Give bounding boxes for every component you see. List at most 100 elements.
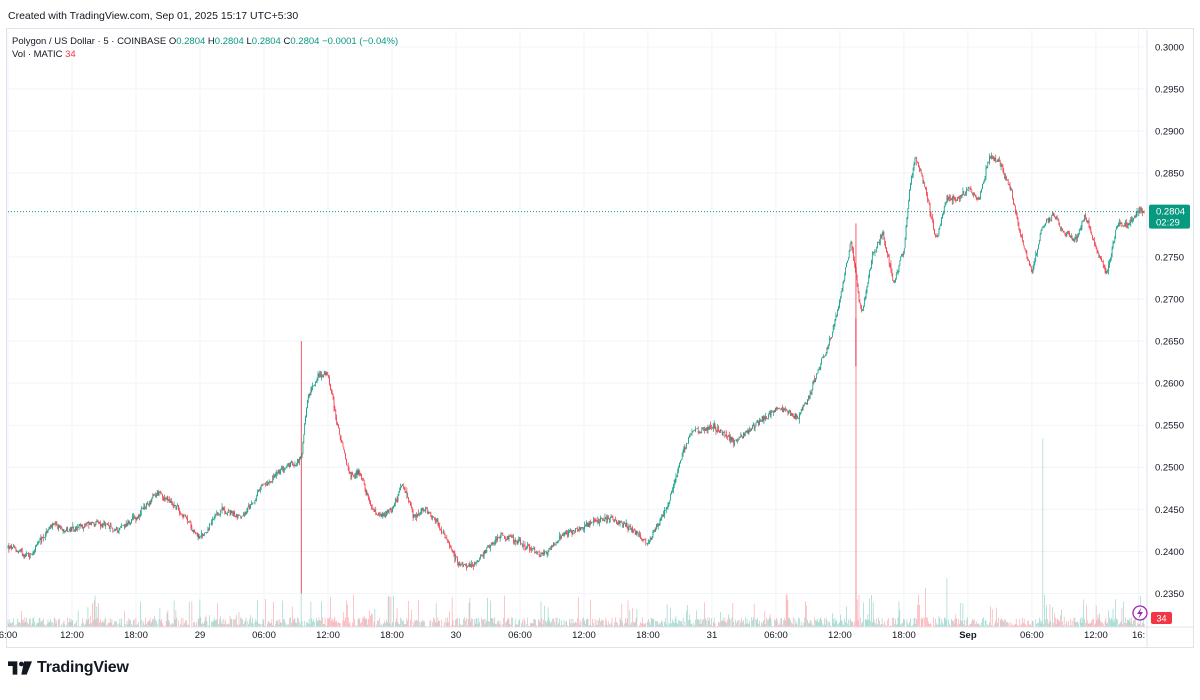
candle-body [922, 176, 924, 183]
volume-bar [176, 617, 178, 627]
candle-body [641, 538, 642, 540]
volume-bar [290, 617, 291, 627]
volume-bar [37, 623, 39, 627]
volume-bar [776, 617, 777, 627]
volume-bar [250, 615, 251, 627]
candle-body [133, 517, 135, 519]
candle-body [967, 187, 969, 190]
candle-body [972, 193, 973, 195]
volume-bar [243, 622, 245, 627]
volume-bar [67, 617, 68, 627]
candle-body [1007, 179, 1009, 185]
price-axis[interactable]: 0.30000.29500.29000.28500.28000.27500.27… [1146, 30, 1184, 647]
candle-body [748, 430, 750, 434]
candle-body [1039, 233, 1041, 241]
candle-body [561, 536, 562, 539]
candle-body [141, 508, 143, 509]
candle-body [894, 282, 895, 283]
time-axis[interactable]: 6:00 12:00 18:00 29 06:00 12:00 18:00 30 06:00 12… [0, 626, 1194, 641]
candle-body [508, 536, 510, 540]
volume-bar [1142, 623, 1143, 627]
volume-bar [1065, 623, 1067, 627]
candle-body [568, 531, 569, 536]
volume-bar [46, 623, 48, 627]
volume-bar [649, 624, 651, 627]
candle-body [918, 162, 919, 168]
volume-bar [976, 624, 978, 627]
candle-body [670, 494, 671, 501]
volume-bar [166, 612, 168, 627]
candle-body [610, 516, 612, 518]
candle-body [172, 504, 174, 507]
volume-bar [573, 623, 575, 627]
candle-body [940, 223, 942, 226]
volume-bar [871, 622, 873, 627]
volume-bar [108, 622, 109, 627]
volume-bar [550, 623, 552, 627]
candle-body [231, 510, 233, 514]
candle-body [703, 428, 704, 430]
candle-body [776, 408, 778, 410]
volume-bar [272, 624, 274, 627]
candle-body [867, 282, 869, 287]
candle-body [1084, 214, 1085, 221]
candle-body [1015, 205, 1016, 211]
candle-body [498, 537, 499, 538]
volume-bar [941, 619, 942, 627]
candle-body [674, 480, 676, 483]
volume-bar [438, 620, 440, 627]
lightning-icon[interactable] [1132, 605, 1148, 621]
candle-body [943, 206, 945, 213]
candle-body [121, 525, 123, 527]
volume-bar [53, 617, 55, 627]
volume-label[interactable]: Vol · MATIC [12, 49, 63, 60]
candle-body [704, 428, 705, 431]
volume-bar [1000, 617, 1002, 627]
volume-bar [949, 623, 950, 627]
candle-body [1032, 267, 1034, 273]
candle-body [105, 524, 107, 527]
volume-bar [983, 617, 984, 627]
candle-body [124, 525, 125, 528]
volume-bar [848, 625, 850, 627]
candle-body [419, 512, 421, 515]
tradingview-logo[interactable]: TradingView [8, 658, 129, 678]
volume-bar [855, 318, 857, 627]
volume-bar [225, 620, 226, 627]
volume-bar [144, 625, 146, 627]
candle-body [1035, 255, 1037, 261]
chart-legend: Polygon / US Dollar · 5 · COINBASE O0.28… [12, 35, 398, 61]
symbol-label[interactable]: Polygon / US Dollar · 5 · COINBASE [12, 36, 167, 47]
candle-body [16, 550, 18, 553]
volume-bar [1094, 624, 1095, 627]
candle-body [1051, 215, 1053, 220]
volume-bar [967, 625, 969, 627]
volume-bar [313, 619, 314, 627]
volume-bar [1143, 623, 1145, 627]
volume-bar [504, 595, 505, 627]
candle-body [378, 512, 379, 516]
volume-bar [492, 618, 494, 627]
volume-bar [846, 606, 847, 627]
volume-bar [259, 623, 260, 627]
candle-body [964, 194, 965, 196]
candle-body [493, 543, 495, 545]
candle-body [1125, 221, 1126, 226]
volume-bar [103, 623, 105, 627]
candle-body [821, 357, 822, 365]
candle-body [689, 435, 690, 438]
candle-body [1097, 250, 1099, 254]
candle-body [994, 158, 996, 161]
candle-body [808, 396, 810, 399]
volume-bar [621, 604, 623, 627]
volume-bar [200, 617, 202, 627]
candle-body [787, 410, 789, 414]
volume-bar [556, 617, 558, 627]
candle-body [1024, 248, 1026, 251]
volume-bar [167, 610, 169, 627]
volume-bar [833, 623, 835, 627]
candle-body [911, 175, 912, 183]
volume-bar [736, 621, 738, 627]
candle-body [266, 484, 267, 486]
